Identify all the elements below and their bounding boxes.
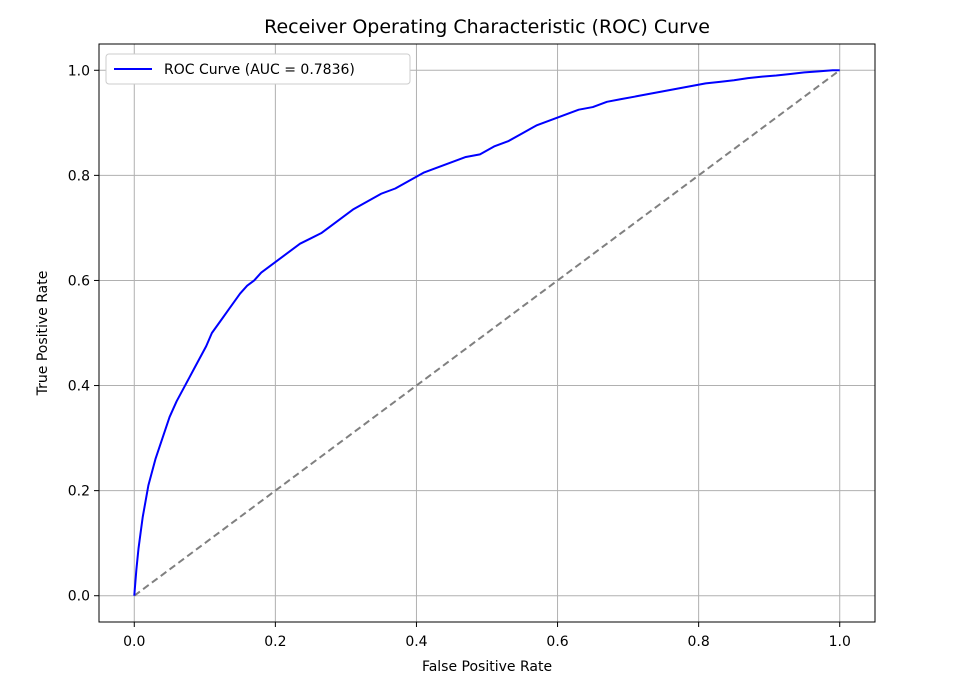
ticks-layer: 0.0 0.2 0.4 0.6 0.8 1.0 0.0 0.2 0.4 0.6 0.8 1.0 — [68, 63, 851, 650]
y-axis-label: True Positive Rate — [35, 271, 51, 397]
x-tick-label-5: 1.0 — [829, 634, 851, 650]
x-tick-label-3: 0.6 — [546, 634, 568, 650]
x-tick-label-2: 0.4 — [405, 634, 427, 650]
chart-title: Receiver Operating Characteristic (ROC) … — [264, 16, 710, 38]
y-tick-label-5: 1.0 — [68, 63, 90, 79]
x-tick-label-0: 0.0 — [123, 634, 145, 650]
legend: ROC Curve (AUC = 0.7836) — [105, 53, 411, 85]
series-line-random-baseline — [133, 69, 841, 597]
y-tick-label-2: 0.4 — [68, 379, 90, 395]
y-tick-label-3: 0.6 — [68, 273, 90, 289]
y-tick-label-1: 0.2 — [68, 484, 90, 500]
series-line-roc-curve — [133, 69, 840, 596]
y-tick-label-0: 0.0 — [68, 589, 90, 605]
legend-box — [105, 53, 411, 85]
plot-frame — [98, 43, 876, 623]
x-tick-label-1: 0.2 — [264, 634, 286, 650]
x-tick-label-4: 0.8 — [688, 634, 710, 650]
x-axis-label: False Positive Rate — [422, 659, 552, 675]
series-layer — [133, 69, 841, 597]
legend-label-roc-curve: ROC Curve (AUC = 0.7836) — [164, 62, 355, 78]
y-tick-label-4: 0.8 — [68, 168, 90, 184]
